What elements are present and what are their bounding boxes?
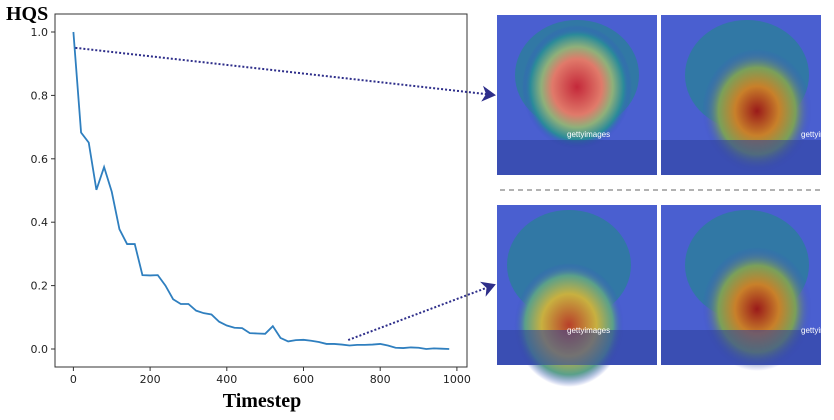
- bottom-arrow: [347, 281, 496, 341]
- face-heat-region: [522, 25, 632, 149]
- y-tick-label: 0.2: [31, 280, 49, 293]
- heatmap-grid: gettyimages gettyimages gettyimages gettyim…: [497, 15, 834, 387]
- heatmap-image-bottom-left: gettyimages: [497, 205, 657, 387]
- x-tick-label: 400: [216, 373, 237, 386]
- watermark: gettyimages: [567, 130, 610, 139]
- y-tick-label: 0.0: [31, 343, 49, 356]
- face-heat-region: [514, 263, 624, 387]
- y-axis-label: HQS: [6, 3, 48, 25]
- heatmap-image-top-right: gettyimages: [661, 15, 834, 175]
- watermark: gettyimages: [801, 130, 834, 139]
- shirt-region: [661, 140, 821, 175]
- y-tick-label: 0.8: [31, 89, 49, 102]
- top-arrow: [75, 46, 496, 102]
- x-tick-label: 0: [70, 373, 77, 386]
- heatmap-image-bottom-right: gettyimages: [661, 205, 834, 371]
- y-tick-label: 0.6: [31, 153, 49, 166]
- plot-frame: [54, 13, 468, 368]
- y-tick-label: 0.4: [31, 216, 49, 229]
- x-tick-label: 800: [370, 373, 391, 386]
- watermark: gettyimages: [801, 326, 834, 335]
- shirt-region: [497, 330, 657, 365]
- shirt-region: [497, 140, 657, 175]
- x-tick-label: 200: [140, 373, 161, 386]
- x-axis-label: Timestep: [223, 390, 302, 412]
- y-tick-label: 1.0: [31, 26, 49, 39]
- hqs-line: [72, 31, 450, 350]
- heatmap-image-top-left: gettyimages: [497, 15, 657, 175]
- x-tick-label: 600: [293, 373, 314, 386]
- shirt-region: [661, 330, 821, 365]
- x-tick-label: 1000: [443, 373, 471, 386]
- watermark: gettyimages: [567, 326, 610, 335]
